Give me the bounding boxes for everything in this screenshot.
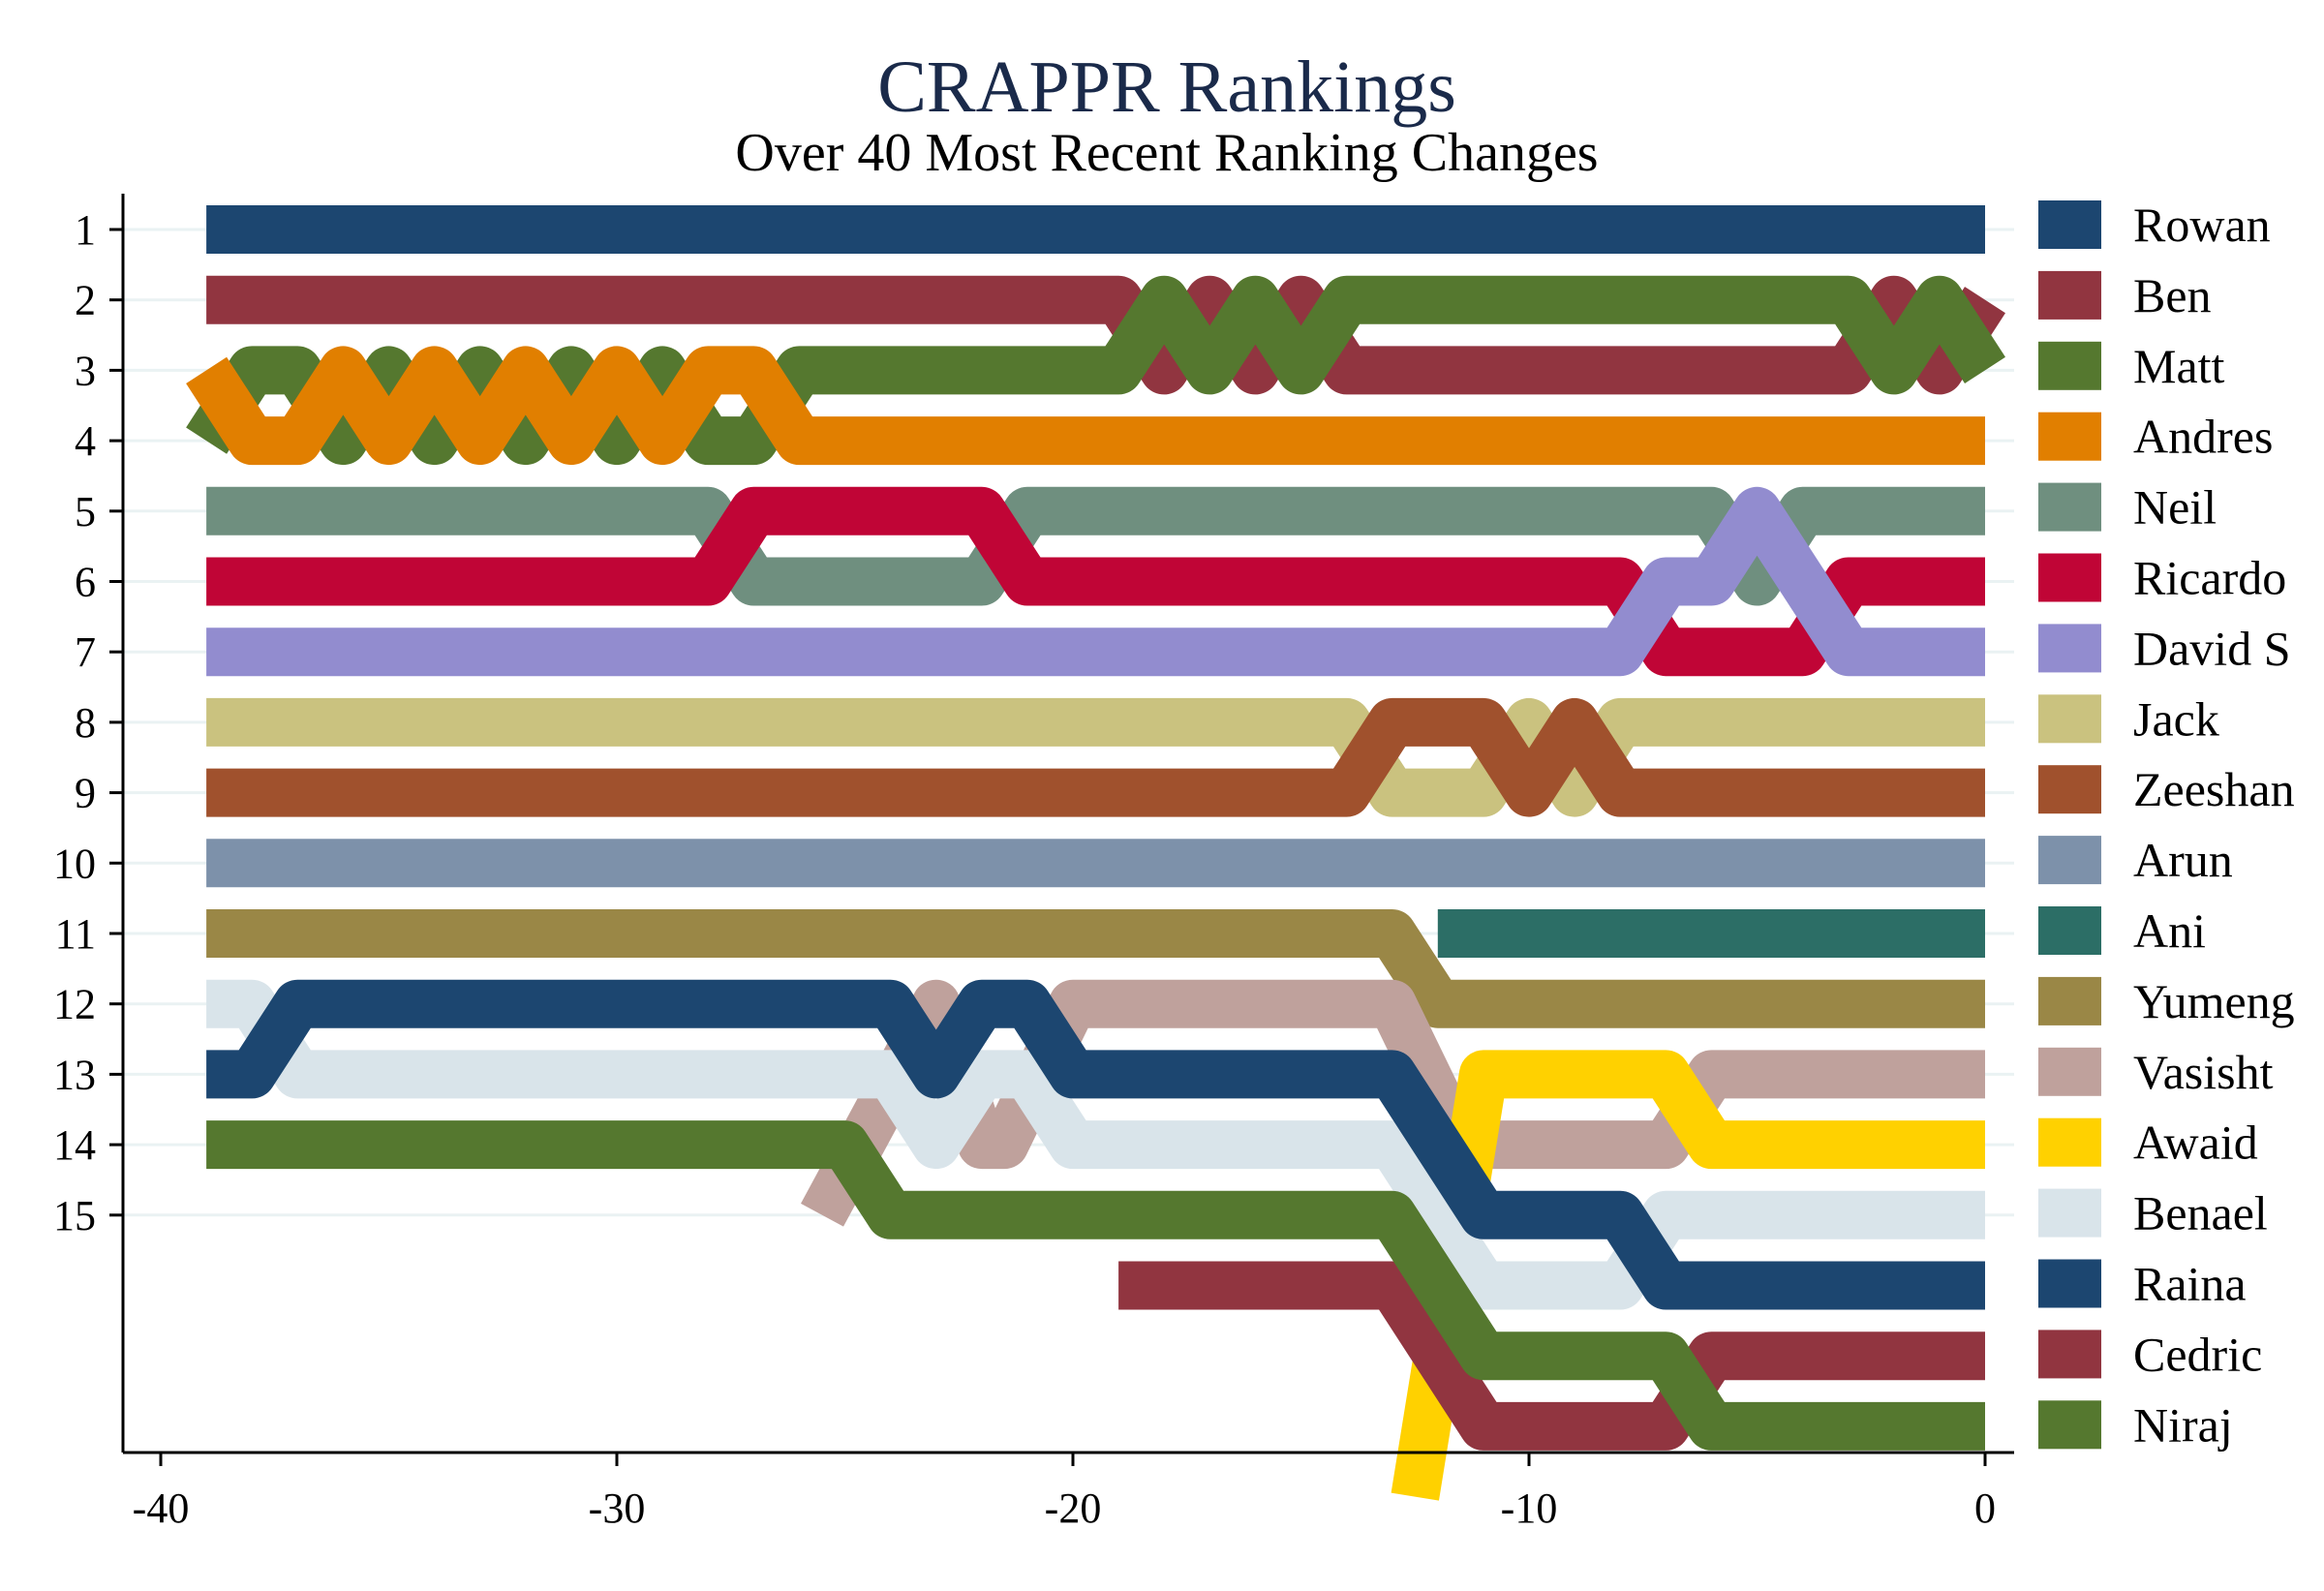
series-line-andres xyxy=(186,346,1985,466)
legend-swatch-cedric xyxy=(2038,1330,2101,1379)
legend-label: Benael xyxy=(2133,1186,2268,1240)
y-tick-label: 7 xyxy=(75,628,96,676)
series-line-david-s xyxy=(206,486,1985,677)
legend-label: David S xyxy=(2133,621,2291,675)
legend-swatch-vasisht xyxy=(2038,1047,2101,1096)
legend-swatch-andres xyxy=(2038,412,2101,461)
legend-label: Arun xyxy=(2133,833,2233,887)
y-tick-label: 2 xyxy=(75,277,96,324)
y-tick-label: 14 xyxy=(53,1121,96,1169)
series-line-niraj xyxy=(206,1120,1985,1451)
series-line-yumeng xyxy=(206,909,1985,1028)
legend-label: Jack xyxy=(2133,691,2219,746)
y-tick-label: 8 xyxy=(75,699,96,747)
y-tick-label: 9 xyxy=(75,770,96,817)
series-line-matt xyxy=(186,275,2005,466)
x-tick-label: -20 xyxy=(1045,1484,1102,1532)
legend-label: Matt xyxy=(2133,339,2225,393)
legend: Rowan Ben Matt Andres Neil Ricardo David S Jack… xyxy=(2038,198,2295,1452)
legend-swatch-raina xyxy=(2038,1259,2101,1308)
legend-swatch-neil xyxy=(2038,482,2101,532)
legend-swatch-benael xyxy=(2038,1188,2101,1238)
y-tick-label: 12 xyxy=(53,981,96,1028)
legend-label: Rowan xyxy=(2133,198,2271,252)
legend-swatch-arun xyxy=(2038,836,2101,885)
x-tick-label: -30 xyxy=(589,1484,646,1532)
legend-swatch-david-s xyxy=(2038,624,2101,673)
x-tick-label: -40 xyxy=(133,1484,190,1532)
series-line-zeeshan xyxy=(206,697,1985,817)
legend-label: Andres xyxy=(2133,410,2273,464)
y-tick-label: 6 xyxy=(75,559,96,606)
legend-swatch-zeeshan xyxy=(2038,765,2101,814)
legend-swatch-matt xyxy=(2038,341,2101,390)
legend-label: Vasisht xyxy=(2133,1045,2274,1099)
legend-label: Ricardo xyxy=(2133,551,2286,605)
legend-label: Raina xyxy=(2133,1257,2247,1311)
series-line-benael xyxy=(206,979,1985,1310)
legend-label: Cedric xyxy=(2133,1327,2262,1381)
series-layer xyxy=(186,205,2005,1501)
legend-label: Niraj xyxy=(2133,1397,2233,1452)
y-tick-label: 13 xyxy=(53,1051,96,1098)
series-line-cedric xyxy=(1118,1261,1985,1451)
legend-label: Ani xyxy=(2133,903,2206,958)
y-tick-label: 11 xyxy=(55,910,96,958)
x-tick-label: -10 xyxy=(1501,1484,1558,1532)
legend-swatch-yumeng xyxy=(2038,976,2101,1025)
legend-swatch-ricardo xyxy=(2038,553,2101,602)
y-tick-label: 10 xyxy=(53,840,96,887)
chart-title: CRAPPR Rankings xyxy=(877,46,1456,128)
legend-label: Awaid xyxy=(2133,1116,2258,1170)
legend-swatch-jack xyxy=(2038,694,2101,744)
legend-swatch-niraj xyxy=(2038,1400,2101,1450)
legend-swatch-awaid xyxy=(2038,1117,2101,1167)
y-tick-label: 5 xyxy=(75,488,96,535)
legend-label: Ben xyxy=(2133,268,2212,322)
legend-label: Neil xyxy=(2133,480,2217,535)
y-tick-label: 3 xyxy=(75,347,96,394)
legend-label: Yumeng xyxy=(2133,974,2295,1028)
x-tick-label: 0 xyxy=(1974,1484,1996,1532)
chart-subtitle: Over 40 Most Recent Ranking Changes xyxy=(735,123,1598,183)
y-tick-label: 15 xyxy=(53,1192,96,1239)
legend-label: Zeeshan xyxy=(2133,762,2295,816)
y-tick-label: 4 xyxy=(75,417,96,465)
legend-swatch-rowan xyxy=(2038,200,2101,249)
y-tick-label: 1 xyxy=(75,206,96,254)
legend-swatch-ben xyxy=(2038,270,2101,320)
legend-swatch-ani xyxy=(2038,906,2101,955)
series-line-raina xyxy=(206,979,1985,1310)
